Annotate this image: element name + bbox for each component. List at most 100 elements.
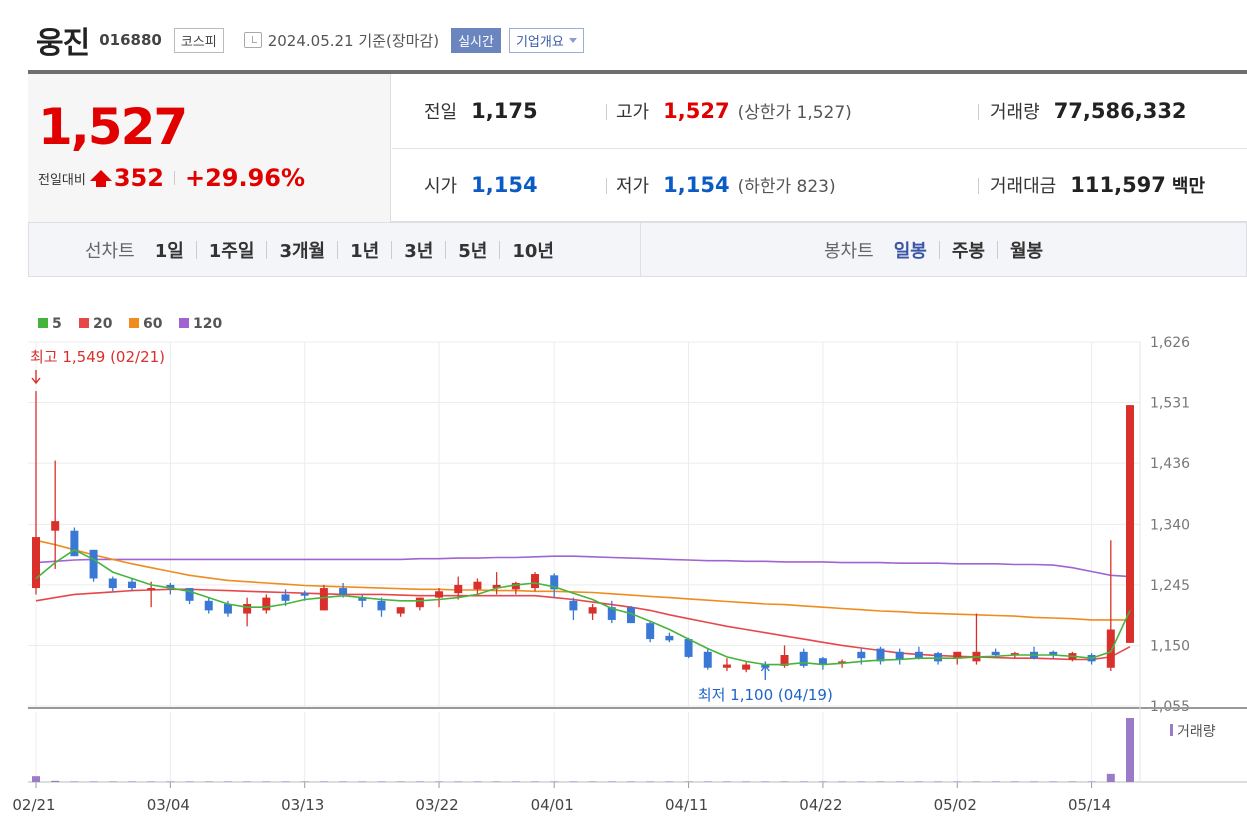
volume-bar — [473, 781, 482, 782]
stat-open: 시가 1,154 — [424, 172, 538, 198]
candle — [550, 573, 559, 598]
volume-bar — [1030, 781, 1039, 782]
stat-label: 저가 — [616, 176, 650, 197]
tab-line_tabs-1[interactable]: 1주일 — [208, 240, 255, 262]
volume-label: 거래량 — [1177, 724, 1216, 740]
candle-body — [243, 604, 252, 614]
volume-bar — [972, 781, 981, 782]
row-divider — [392, 148, 1247, 149]
candle-body — [895, 651, 904, 660]
volume-bar — [799, 781, 808, 782]
candle — [377, 597, 386, 617]
change-row: 전일대비 352 +29.96% — [38, 164, 305, 192]
volume-bar — [281, 781, 290, 782]
price-stats: 전일 1,175 고가 1,527 (상한가 1,527) 거래량 77,586… — [392, 74, 1247, 222]
candle-body — [665, 635, 674, 641]
stat-label: 고가 — [616, 102, 650, 123]
candle-body — [1106, 629, 1115, 668]
candle-body — [626, 607, 635, 624]
volume-bar — [569, 781, 578, 782]
candle-body — [1126, 405, 1134, 643]
volume-bar — [761, 781, 770, 782]
candle — [1126, 405, 1134, 643]
tab-line_tabs-3[interactable]: 1년 — [350, 240, 380, 262]
realtime-button[interactable]: 실시간 — [451, 27, 501, 53]
calendar-clock-icon — [243, 32, 262, 48]
x-tick-label: 05/02 — [934, 796, 977, 814]
stat-sub: (하한가 823) — [737, 177, 836, 197]
candle-body — [492, 584, 501, 589]
candle — [914, 646, 923, 660]
company-overview-label: 기업개요 — [515, 34, 564, 50]
volume-bar — [511, 781, 520, 782]
candle-chart-tabs: 봉차트 일봉 주봉 월봉 — [824, 223, 1043, 276]
candle-body — [799, 651, 808, 666]
legend-swatch — [179, 318, 189, 328]
company-overview-dropdown[interactable]: 기업개요 — [508, 27, 584, 53]
volume-bar — [243, 781, 252, 782]
base-date: 2024.05.21 기준(장마감) — [267, 31, 440, 50]
max-annotation: 최고 1,549 (02/21) — [30, 348, 165, 366]
candle — [204, 597, 213, 614]
current-price-panel: 1,527 전일대비 352 +29.96% — [28, 74, 391, 222]
y-tick-label: 1,340 — [1150, 517, 1190, 533]
x-tick-label: 04/22 — [799, 796, 842, 814]
tab-line_tabs-0[interactable]: 1일 — [154, 240, 184, 262]
candle-body — [703, 651, 712, 668]
candle — [70, 527, 79, 557]
max-arrow-icon — [31, 370, 41, 385]
candle-body — [396, 607, 405, 614]
volume-bar — [550, 781, 559, 782]
min-annotation: 최저 1,100 (04/19) — [698, 686, 833, 704]
candle — [89, 549, 98, 582]
volume-bar — [531, 781, 540, 782]
tab-candle_tabs-0[interactable]: 일봉 — [893, 240, 927, 262]
volume-bar — [32, 776, 40, 782]
legend-swatch — [38, 318, 48, 328]
candle — [108, 576, 117, 592]
chart-period-tabs: 선차트 1일 1주일 3개월 1년 3년 5년 10년 봉차트 일봉 주봉 월봉 — [28, 222, 1247, 277]
tab-candle_tabs-2[interactable]: 월봉 — [1009, 240, 1044, 262]
volume-bar — [838, 781, 847, 782]
tab-candle_tabs-1[interactable]: 주봉 — [951, 240, 985, 262]
candle — [243, 597, 252, 627]
candle — [1106, 540, 1115, 671]
candle-body — [147, 588, 156, 591]
stock-header: 웅진 016880 코스피 2024.05.21 기준(장마감) 실시간 기업개… — [36, 22, 584, 61]
candle — [473, 578, 482, 595]
candle — [435, 588, 444, 608]
chevron-down-icon — [568, 37, 577, 43]
volume-bar — [319, 781, 328, 782]
stock-code: 016880 — [99, 31, 162, 49]
volume-bar — [857, 781, 866, 782]
tab-line_tabs-4[interactable]: 3년 — [404, 240, 434, 262]
legend-label: 60 — [143, 316, 163, 332]
tab-separator — [195, 240, 197, 259]
candle — [415, 597, 424, 611]
stat-value: 1,527 — [663, 99, 730, 123]
volume-bar — [492, 781, 501, 782]
x-tick-label: 05/14 — [1068, 796, 1111, 814]
candle-body — [569, 600, 578, 611]
candle-body — [607, 607, 616, 620]
min-arrow-icon — [760, 664, 770, 680]
tab-line_tabs-5[interactable]: 5년 — [458, 240, 488, 262]
stat-unit: 백만 — [1171, 176, 1206, 197]
tab-separator — [391, 240, 393, 259]
stock-chart: 1,6261,5311,4361,3401,2451,1501,05502/21… — [12, 316, 1247, 814]
volume-bar — [1106, 773, 1115, 782]
tab-line_tabs-2[interactable]: 3개월 — [279, 240, 326, 262]
candle — [588, 604, 597, 620]
volume-bar — [223, 781, 232, 782]
candle-body — [914, 651, 923, 659]
candle — [722, 658, 731, 671]
volume-bar — [358, 781, 367, 782]
x-tick-label: 02/21 — [12, 796, 55, 814]
tab-line_tabs-6[interactable]: 10년 — [512, 240, 554, 262]
legend-label: 5 — [52, 316, 62, 332]
candle — [531, 572, 540, 592]
stat-high: 고가 1,527 (상한가 1,527) — [616, 98, 852, 124]
candle-body — [742, 664, 751, 670]
stat-label: 시가 — [424, 176, 458, 197]
candle — [876, 646, 885, 665]
